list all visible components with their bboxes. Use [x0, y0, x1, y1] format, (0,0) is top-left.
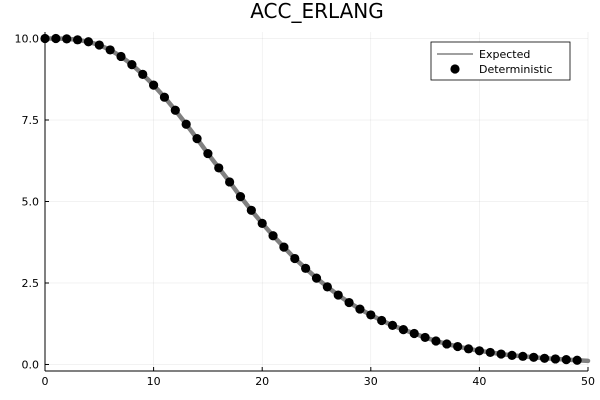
- deterministic-point: [366, 310, 376, 320]
- deterministic-point: [149, 80, 159, 90]
- deterministic-point: [333, 290, 343, 300]
- deterministic-point: [257, 218, 267, 228]
- deterministic-point: [550, 354, 561, 364]
- deterministic-point: [398, 325, 408, 335]
- y-tick-label: 7.5: [22, 114, 40, 127]
- deterministic-point: [138, 69, 148, 79]
- x-tick-label: 40: [472, 375, 486, 388]
- x-tick-label: 10: [147, 375, 161, 388]
- deterministic-point: [235, 192, 246, 202]
- deterministic-point: [344, 297, 354, 308]
- deterministic-point: [431, 336, 441, 346]
- deterministic-point: [170, 105, 180, 115]
- deterministic-point: [279, 242, 289, 252]
- deterministic-point: [40, 33, 50, 44]
- deterministic-point: [290, 253, 300, 264]
- x-tick-label: 20: [255, 375, 269, 388]
- deterministic-point: [387, 320, 398, 330]
- deterministic-point: [203, 148, 213, 159]
- deterministic-point: [355, 304, 365, 314]
- deterministic-point: [572, 355, 582, 365]
- deterministic-point: [463, 344, 474, 354]
- deterministic-point: [377, 315, 387, 326]
- expected-series-line: [42, 36, 591, 364]
- deterministic-point: [268, 231, 278, 241]
- legend-deterministic-swatch: [450, 64, 460, 74]
- chart-title: ACC_ERLANG: [250, 0, 384, 23]
- deterministic-point: [192, 133, 202, 144]
- deterministic-point: [51, 33, 61, 44]
- deterministic-point: [561, 354, 571, 365]
- deterministic-point: [83, 37, 94, 47]
- tick-labels: 0 10 20 30 40 50 0.0 2.5 5.0 7.5 10.0: [15, 33, 596, 388]
- y-tick-label: 2.5: [22, 277, 40, 290]
- deterministic-point: [72, 35, 83, 45]
- deterministic-point: [181, 119, 191, 129]
- deterministic-point: [474, 346, 484, 356]
- deterministic-point: [453, 341, 463, 352]
- x-tick-label: 50: [581, 375, 595, 388]
- legend-box: [430, 41, 571, 81]
- series-layer: [40, 33, 591, 365]
- deterministic-point: [539, 353, 550, 363]
- deterministic-point: [159, 92, 170, 102]
- legend-deterministic-label: Deterministic: [479, 63, 553, 76]
- deterministic-point: [214, 163, 224, 173]
- deterministic-point: [507, 350, 517, 360]
- y-tick-label: 0.0: [22, 358, 40, 371]
- deterministic-point: [322, 282, 332, 292]
- y-tick-label: 5.0: [22, 196, 40, 209]
- x-tick-label: 30: [364, 375, 378, 388]
- deterministic-point: [496, 349, 506, 359]
- deterministic-point: [225, 177, 235, 187]
- x-tick-label: 0: [42, 375, 49, 388]
- deterministic-point: [518, 351, 528, 361]
- deterministic-point: [420, 332, 430, 343]
- deterministic-point: [94, 40, 104, 50]
- legend: Expected Deterministic: [430, 41, 571, 81]
- deterministic-point: [301, 263, 311, 273]
- deterministic-point: [409, 328, 419, 339]
- deterministic-point: [127, 59, 137, 70]
- deterministic-point: [485, 347, 495, 358]
- deterministic-point: [116, 51, 126, 62]
- axes: [44, 32, 589, 372]
- deterministic-point: [105, 45, 115, 55]
- deterministic-point: [311, 273, 322, 283]
- deterministic-point: [529, 352, 539, 362]
- y-tick-label: 10.0: [15, 33, 40, 46]
- grid: [44, 32, 589, 371]
- legend-expected-label: Expected: [479, 48, 530, 61]
- deterministic-point: [62, 34, 72, 44]
- deterministic-point: [246, 205, 256, 215]
- deterministic-point: [442, 339, 452, 349]
